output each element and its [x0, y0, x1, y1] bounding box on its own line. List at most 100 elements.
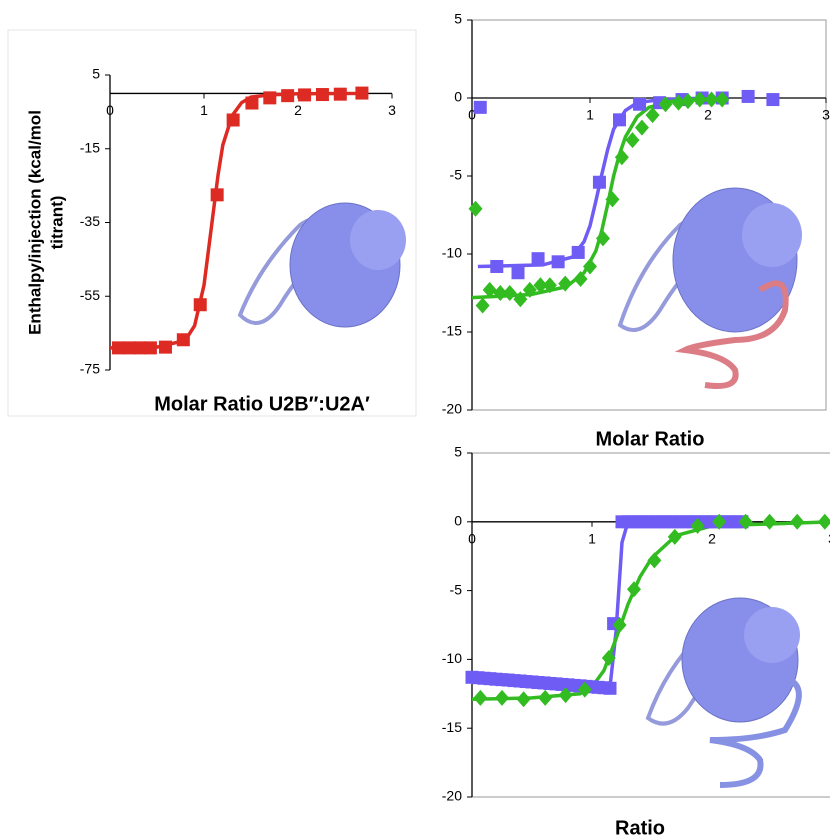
data-point	[493, 285, 508, 301]
y-tick-label: -10	[442, 245, 462, 261]
data-point	[762, 513, 777, 530]
data-point	[645, 107, 660, 124]
data-point	[558, 687, 573, 704]
panel-border	[7, 29, 417, 417]
data-point	[577, 681, 592, 698]
data-point	[595, 230, 610, 247]
y-tick-label: -5	[450, 167, 463, 183]
data-point	[193, 298, 207, 312]
data-point	[542, 277, 557, 294]
data-point	[671, 94, 686, 111]
data-point	[333, 87, 347, 101]
data-point	[573, 270, 588, 287]
data-point	[627, 581, 641, 598]
data-point	[715, 91, 730, 108]
x-tick-label: 3	[388, 102, 396, 118]
data-point	[667, 528, 682, 545]
data-point	[741, 89, 755, 103]
data-point	[281, 89, 295, 103]
data-point	[592, 175, 606, 189]
data-point	[704, 91, 719, 108]
x-tick-label: 1	[586, 107, 594, 123]
data-point	[531, 252, 545, 266]
data-point	[513, 291, 528, 308]
x-axis-label: Molar Ratio U2B″:U2A′	[154, 393, 370, 415]
y-tick-label: 5	[454, 444, 462, 460]
x-tick-label: 1	[588, 531, 596, 547]
data-point	[614, 149, 629, 166]
x-tick-label: 1	[200, 102, 208, 118]
data-point	[495, 689, 509, 706]
protein-illustration	[617, 187, 802, 389]
data-point	[468, 200, 483, 217]
data-point	[680, 93, 695, 110]
x-tick-label: 3	[822, 107, 830, 123]
y-tick-label: -75	[80, 361, 100, 377]
data-point	[133, 341, 147, 355]
y-tick-label: 0	[454, 89, 462, 105]
data-point	[551, 255, 565, 269]
y-tick-label: -5	[450, 581, 463, 597]
x-tick-label: 0	[468, 107, 476, 123]
data-point	[583, 258, 597, 275]
x-tick-label: 2	[704, 107, 712, 123]
y-axis-label: Enthalpy/injection (kcal/mol	[25, 110, 44, 335]
y-tick-label: 0	[454, 513, 462, 529]
data-point	[558, 275, 573, 292]
data-point	[603, 681, 617, 695]
x-axis-label: Molar Ratio	[596, 428, 705, 450]
protein-illustration	[645, 597, 802, 788]
data-point	[647, 552, 662, 569]
x-tick-label: 2	[294, 102, 302, 118]
data-point	[490, 259, 504, 273]
data-point	[658, 96, 673, 113]
data-point	[605, 191, 620, 208]
data-point	[817, 513, 830, 530]
data-point	[738, 513, 753, 530]
y-tick-label: -15	[442, 719, 462, 735]
data-point	[625, 132, 640, 149]
data-point	[633, 97, 647, 111]
data-point	[692, 91, 707, 108]
data-point	[298, 88, 312, 102]
data-point	[475, 297, 490, 314]
data-point	[502, 285, 517, 301]
x-tick-label: 0	[106, 102, 114, 118]
data-point	[601, 650, 616, 667]
data-point	[123, 341, 137, 355]
y-tick-label: -20	[442, 401, 462, 417]
data-point	[690, 517, 705, 534]
data-point	[613, 113, 626, 127]
data-point	[522, 281, 537, 298]
data-point	[315, 88, 329, 102]
data-point	[176, 333, 190, 347]
x-tick-label: 3	[828, 531, 830, 547]
data-point	[634, 119, 649, 136]
data-point	[511, 266, 525, 280]
data-point	[226, 113, 240, 127]
data-point	[482, 281, 497, 298]
data-point	[766, 93, 780, 107]
y-tick-label: 5	[92, 66, 100, 82]
y-tick-label: -35	[80, 213, 100, 229]
y-tick-label: -55	[80, 287, 100, 303]
protein-illustration	[237, 202, 406, 328]
plot: 5 0 -5 -10 -15 -20 0 1 2 3 Molar Ratio	[442, 11, 830, 451]
data-point	[790, 513, 805, 530]
x-axis-label: Ratio	[615, 817, 665, 838]
data-point	[355, 86, 369, 100]
y-axis-label: titrant)	[47, 196, 66, 250]
data-point	[712, 513, 727, 530]
data-point	[473, 100, 487, 114]
x-tick-label: 0	[468, 531, 476, 547]
data-point	[473, 689, 488, 706]
y-tick-label: 5	[454, 11, 462, 27]
data-point	[143, 341, 157, 355]
y-tick-label: -15	[442, 323, 462, 339]
plot: 5 0 -5 -10 -15 -20 0 1 2 3 Ratio	[442, 444, 830, 838]
plot: 5 -15 -35 -55 -75 0 1 2 3 Molar Ratio U2B″:U2A′ En…	[25, 66, 396, 416]
data-point	[158, 340, 172, 354]
data-point	[516, 691, 531, 708]
y-tick-label: -20	[442, 788, 462, 804]
